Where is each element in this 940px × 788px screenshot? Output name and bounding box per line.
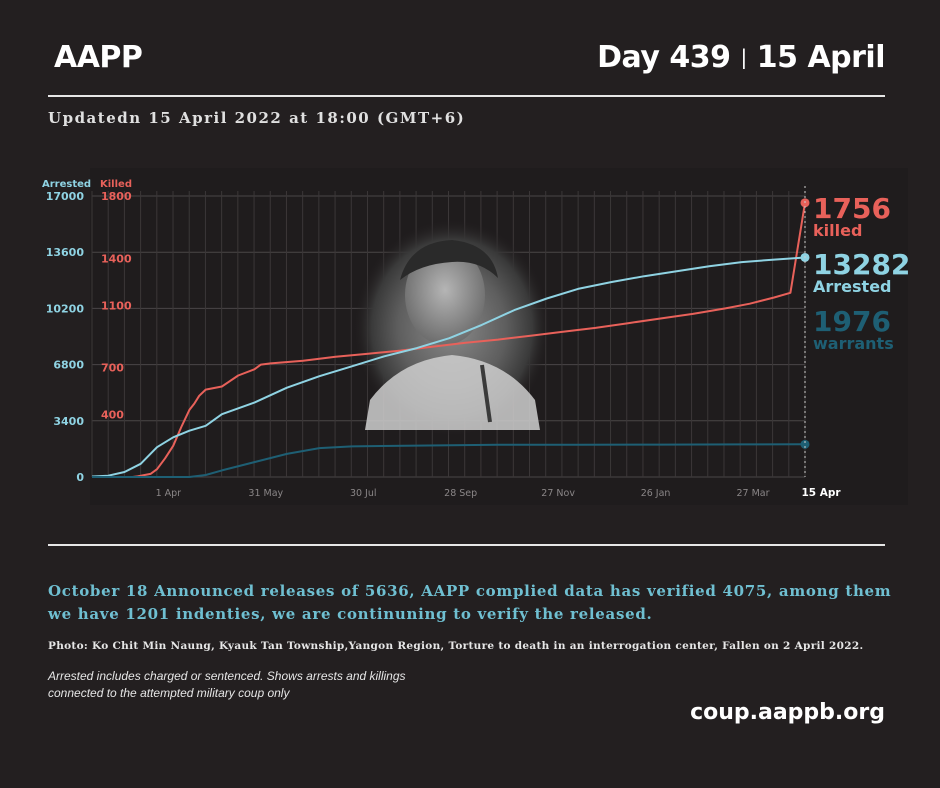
- x-tick-label: 28 Sep: [444, 488, 477, 499]
- arrested-line: [91, 256, 806, 478]
- left-tick-label: 0: [76, 471, 84, 484]
- left-tick-label: 13600: [46, 246, 85, 259]
- note-line-1: Arrested includes charged or sentenced. …: [48, 669, 406, 683]
- heading-separator: |: [740, 45, 748, 69]
- methodology-note: Arrested includes charged or sentenced. …: [48, 668, 406, 702]
- x-tick-label: 31 May: [248, 488, 283, 499]
- killed-tick-label: 700: [101, 362, 124, 375]
- note-line-2: connected to the attempted military coup…: [48, 686, 290, 700]
- x-tick-label: 27 Mar: [737, 488, 770, 499]
- x-tick-label: 26 Jan: [641, 488, 671, 499]
- left-tick-label: 10200: [46, 302, 85, 315]
- killed-tick-label: 1100: [101, 299, 132, 312]
- day-date-heading: Day 439 | 15 April: [597, 40, 885, 75]
- warrants-label: warrants: [813, 334, 894, 353]
- killed-tick-label: 1800: [101, 190, 132, 203]
- date-label: 15 April: [756, 40, 886, 75]
- x-tick-label: 27 Nov: [541, 488, 575, 499]
- left-tick-label: 3400: [53, 415, 84, 428]
- bottom-divider: [48, 544, 885, 546]
- photo-caption: Photo: Ko Chit Min Naung, Kyauk Tan Town…: [48, 640, 864, 652]
- chart-lines: [91, 198, 810, 478]
- website-url[interactable]: coup.aappb.org: [690, 700, 885, 725]
- top-divider: [48, 95, 885, 97]
- warrants-end-dot: [800, 439, 810, 449]
- right-axis-title: Killed: [100, 179, 132, 190]
- killed-label: killed: [813, 221, 862, 240]
- arrested-count: 13282: [813, 248, 910, 281]
- killed-line: [92, 202, 806, 478]
- killed-tick-label: 1400: [101, 252, 132, 265]
- warrants-count: 1976: [813, 305, 891, 338]
- left-axis-title: Arrested: [42, 179, 91, 190]
- x-tick-label: 30 Jul: [350, 488, 377, 499]
- updated-timestamp: Updatedn 15 April 2022 at 18:00 (GMT+6): [48, 109, 466, 127]
- killed-count: 1756: [813, 192, 891, 225]
- chart-grid: [91, 191, 806, 478]
- chart-axes: Arrested Killed 17000 13600 10200 6800 3400 0 18…: [42, 179, 841, 499]
- line-chart: Arrested Killed 17000 13600 10200 6800 3400 0 18…: [42, 168, 910, 505]
- day-label: Day 439: [597, 40, 731, 75]
- warrants-line: [92, 443, 806, 478]
- left-tick-label: 6800: [53, 359, 84, 372]
- portrait-image: [354, 220, 550, 436]
- arrested-label: Arrested: [813, 277, 892, 296]
- killed-tick-label: 400: [101, 409, 124, 422]
- brand-title: AAPP: [54, 40, 143, 75]
- x-tick-label: 1 Apr: [156, 488, 182, 499]
- left-tick-label: 17000: [46, 190, 85, 203]
- x-tick-label: 15 Apr: [801, 487, 841, 499]
- release-announcement: October 18 Announced releases of 5636, A…: [48, 582, 892, 623]
- legend-stats: 1756 killed 13282 Arrested 1976 warrants: [813, 192, 910, 353]
